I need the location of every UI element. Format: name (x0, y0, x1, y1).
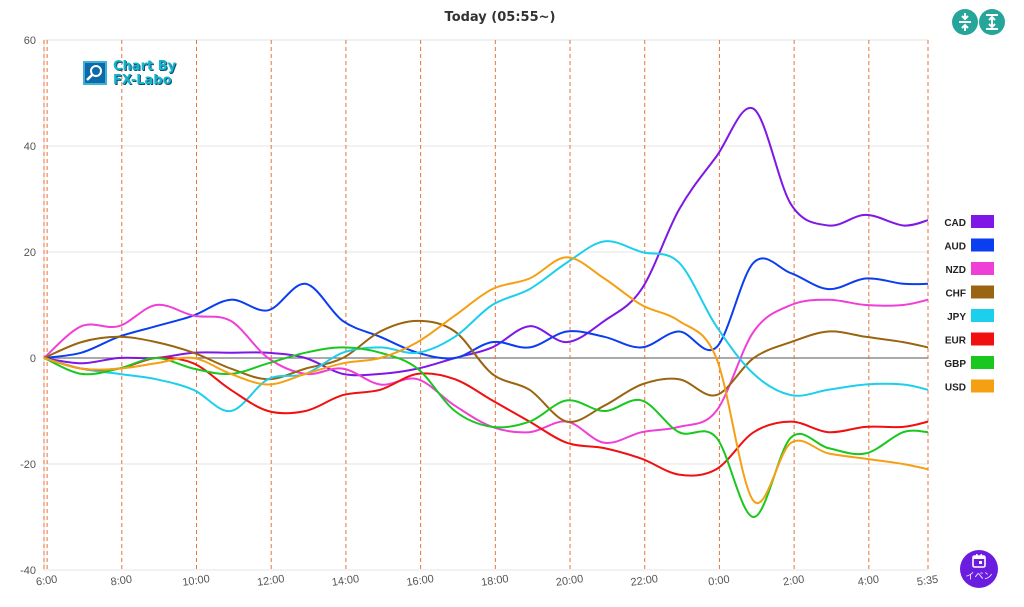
x-tick-label: 8:00 (110, 574, 133, 589)
chart-title: Today (05:55~) (444, 10, 556, 25)
logo-line-2: FX-Labo (113, 73, 172, 88)
legend-swatch-chf (971, 285, 994, 299)
legend-label-eur: EUR (945, 336, 967, 347)
event-button-label: イベン (965, 572, 993, 582)
series-line-gbp (43, 346, 929, 518)
legend-swatch-gbp (971, 356, 994, 369)
legend-label-nzd: NZD (945, 265, 966, 276)
expand-vertical-icon (986, 14, 998, 30)
x-tick-label: 16:00 (406, 573, 435, 589)
legend: CAD AUD NZD CHF JPY EUR GBP USD (944, 215, 994, 394)
legend-label-cad: CAD (944, 218, 966, 229)
legend-swatch-jpy (971, 309, 994, 322)
y-tick-label: 20 (24, 247, 36, 259)
logo-line-1: Chart By (113, 59, 177, 74)
compress-vertical-icon (959, 13, 971, 31)
y-tick-label: -40 (20, 565, 36, 577)
x-axis-tick-labels: 6:00 8:00 10:00 12:00 14:00 16:00 18:00 20:00 22… (35, 573, 939, 589)
hour-markers (43, 40, 929, 570)
legend-label-gbp: GBP (944, 359, 966, 370)
legend-label-usd: USD (945, 383, 966, 394)
legend-swatch-aud (971, 238, 994, 252)
y-tick-label: 0 (30, 353, 36, 365)
legend-swatch-nzd (971, 262, 994, 275)
event-button[interactable]: イベン (960, 550, 998, 588)
series-line-cad (43, 106, 929, 377)
legend-label-chf: CHF (945, 289, 966, 300)
x-tick-label: 6:00 (35, 574, 58, 589)
series-line-jpy (43, 240, 929, 413)
logo: Chart By FX-Labo (83, 60, 183, 90)
legend-swatch-cad (971, 215, 994, 228)
compress-vertical-button[interactable] (952, 9, 978, 35)
x-tick-label: 12:00 (256, 573, 285, 589)
x-tick-label: 2:00 (782, 574, 805, 589)
y-axis-tick-labels: -40 -20 0 20 40 60 (20, 35, 36, 577)
grid-lines (43, 39, 928, 571)
series-line-chf (43, 319, 929, 423)
x-tick-label: 4:00 (857, 574, 880, 589)
legend-label-aud: AUD (944, 242, 966, 253)
x-tick-label: 0:00 (708, 574, 731, 589)
legend-swatch-eur (971, 332, 994, 346)
calendar-icon (972, 554, 986, 568)
legend-swatch-usd (971, 379, 994, 393)
x-tick-label: 20:00 (555, 573, 584, 589)
x-tick-label: 10:00 (182, 573, 211, 589)
series-lines (43, 106, 929, 518)
x-tick-label: 14:00 (331, 573, 360, 589)
x-tick-label: 22:00 (630, 573, 659, 589)
expand-vertical-button[interactable] (979, 9, 1005, 35)
y-tick-label: 40 (24, 141, 36, 153)
magnifier-icon (83, 61, 107, 85)
x-tick-label: 18:00 (480, 573, 509, 589)
legend-label-jpy: JPY (947, 312, 966, 323)
series-line-eur (43, 356, 929, 477)
y-tick-label: 60 (24, 35, 36, 47)
series-line-usd (43, 256, 929, 505)
x-tick-label: 5:35 (916, 574, 939, 589)
y-tick-label: -20 (20, 459, 36, 471)
